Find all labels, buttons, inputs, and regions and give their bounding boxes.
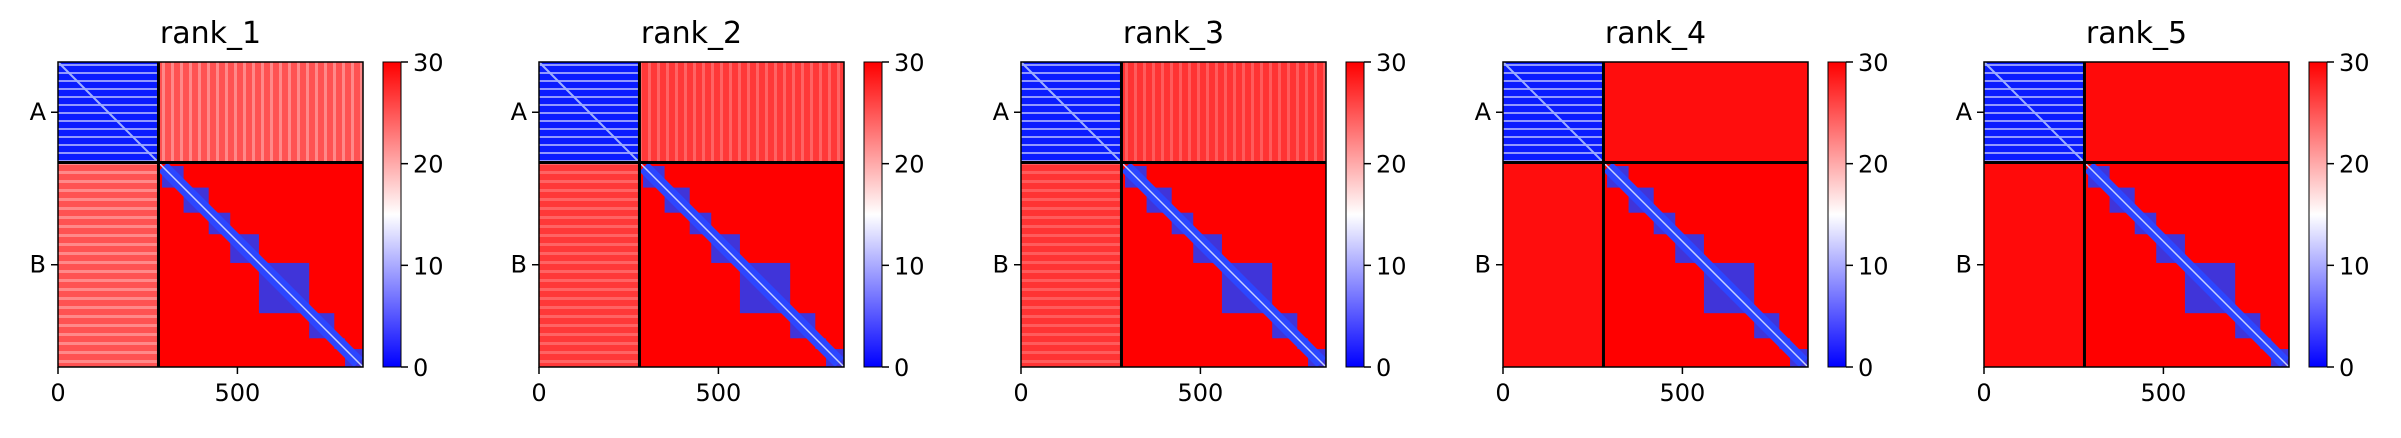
panel-title: rank_3 (1123, 16, 1224, 51)
inter-chain-block-BA (1503, 162, 1604, 367)
y-tick-label-A: A (511, 98, 528, 126)
inter-chain-block-BA (1984, 162, 2085, 367)
chain-B-diagonal (638, 161, 845, 368)
panel-1: rank_1 A B 0 500 0 10 20 30 (30, 16, 444, 407)
inter-chain-block-AB (2084, 62, 2289, 163)
colorbar-tick-label: 0 (894, 354, 909, 382)
colorbar-tick-label: 0 (1858, 354, 1873, 382)
y-tick-label-A: A (1956, 98, 1973, 126)
y-tick-label-A: A (1475, 98, 1492, 126)
axes-frame (57, 61, 364, 368)
colorbar (1827, 61, 1847, 368)
colorbar-tick-label: 20 (1858, 151, 1889, 179)
x-tick-label: 0 (1013, 379, 1028, 407)
y-tick-label-B: B (511, 251, 527, 279)
x-tick-label: 500 (696, 379, 742, 407)
axes-frame (1983, 61, 2290, 368)
chain-B-diagonal (1602, 161, 1809, 368)
colorbar (2308, 61, 2328, 368)
chain-B-diagonal (1120, 161, 1327, 368)
colorbar-tick-label: 30 (2339, 49, 2370, 77)
chain-A-diagonal (538, 61, 641, 164)
y-tick-label-B: B (993, 251, 1009, 279)
x-tick-label: 0 (50, 379, 65, 407)
x-tick-label: 0 (531, 379, 546, 407)
panel-title: rank_1 (160, 16, 261, 51)
panel-title: rank_2 (641, 16, 742, 51)
y-tick-label-A: A (993, 98, 1010, 126)
colorbar-tick-label: 20 (894, 151, 925, 179)
colorbar-tick-label: 0 (413, 354, 428, 382)
colorbar-tick-label: 20 (2339, 151, 2370, 179)
colorbar-tick-label: 0 (2339, 354, 2354, 382)
axes-frame (1502, 61, 1809, 368)
colorbar-tick-label: 30 (413, 49, 444, 77)
x-tick-label: 0 (1976, 379, 1991, 407)
inter-chain-block-AB (1603, 62, 1808, 163)
x-tick-label: 500 (1178, 379, 1224, 407)
x-tick-label: 500 (1660, 379, 1706, 407)
chain-B-diagonal (2083, 161, 2290, 368)
panel-2: rank_2 A B 0 500 0 10 20 30 (511, 16, 925, 407)
chain-A-diagonal (1020, 61, 1123, 164)
colorbar-tick-label: 10 (413, 252, 444, 280)
y-tick-label-A: A (30, 98, 47, 126)
colorbar-tick-label: 20 (413, 151, 444, 179)
chain-A-diagonal (57, 61, 160, 164)
colorbar-tick-label: 30 (1376, 49, 1407, 77)
x-tick-label: 500 (2141, 379, 2187, 407)
y-tick-label-B: B (1475, 251, 1491, 279)
inter-chain-stripes-AB (1121, 62, 1326, 163)
panel-title: rank_5 (2086, 16, 2187, 51)
x-tick-label: 0 (1495, 379, 1510, 407)
inter-chain-stripes-BA (58, 162, 159, 367)
panel-4: rank_4 A B 0 500 0 10 20 30 (1475, 16, 1889, 407)
chain-B-diagonal (157, 161, 364, 368)
colorbar (863, 61, 883, 368)
colorbar (1345, 61, 1365, 368)
inter-chain-stripes-BA (1021, 162, 1122, 367)
inter-chain-stripes-BA (539, 162, 640, 367)
x-tick-label: 500 (215, 379, 261, 407)
colorbar-tick-label: 10 (1376, 252, 1407, 280)
inter-chain-stripes-AB (639, 62, 844, 163)
panel-3: rank_3 A B 0 500 0 10 20 30 (993, 16, 1407, 407)
axes-frame (538, 61, 845, 368)
chain-A-diagonal (1502, 61, 1605, 164)
y-tick-label-B: B (1956, 251, 1972, 279)
panel-title: rank_4 (1605, 16, 1706, 51)
colorbar-tick-label: 10 (1858, 252, 1889, 280)
chain-A-diagonal (1983, 61, 2086, 164)
colorbar-tick-label: 10 (2339, 252, 2370, 280)
inter-chain-stripes-AB (158, 62, 363, 163)
colorbar-tick-label: 10 (894, 252, 925, 280)
panel-5: rank_5 A B 0 500 0 10 20 30 (1956, 16, 2370, 407)
colorbar-tick-label: 20 (1376, 151, 1407, 179)
y-tick-label-B: B (30, 251, 46, 279)
colorbar-tick-label: 0 (1376, 354, 1391, 382)
colorbar-tick-label: 30 (894, 49, 925, 77)
axes-frame (1020, 61, 1327, 368)
colorbar (382, 61, 402, 368)
colorbar-tick-label: 30 (1858, 49, 1889, 77)
